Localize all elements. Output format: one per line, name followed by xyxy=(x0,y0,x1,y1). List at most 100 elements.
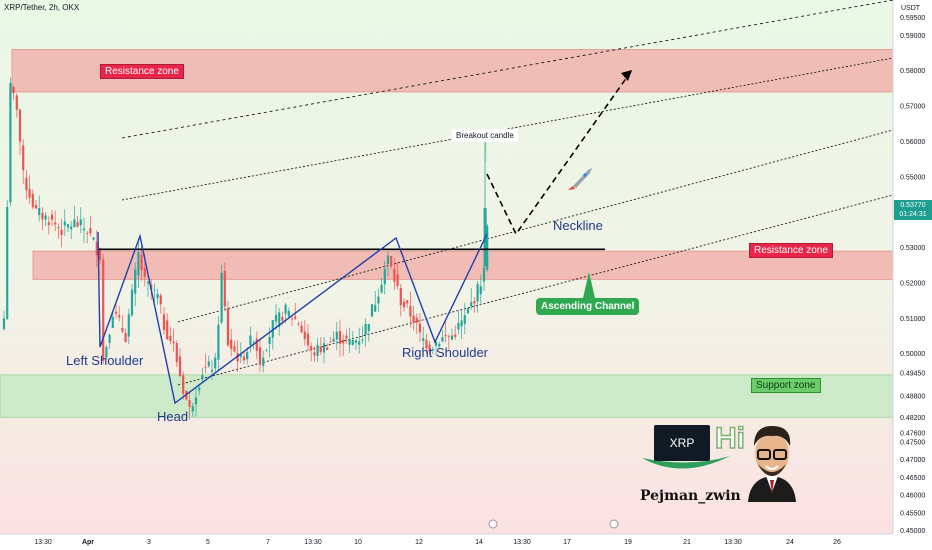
candle-body xyxy=(233,346,236,352)
candle-body xyxy=(15,95,18,110)
candle-body xyxy=(9,83,12,203)
y-tick-label: 0.59000 xyxy=(900,33,925,40)
candle-body xyxy=(300,325,303,333)
candle-body xyxy=(82,228,86,231)
candle-body xyxy=(265,350,268,351)
candle-body xyxy=(409,305,412,317)
candle-body xyxy=(434,342,438,346)
avatar xyxy=(748,426,796,502)
candle-body xyxy=(210,370,214,372)
candle-body xyxy=(444,335,447,337)
rocket-window xyxy=(583,173,587,177)
candle-body xyxy=(479,286,482,295)
candle-body xyxy=(130,289,134,316)
resistance-zone-label-upper: Resistance zone xyxy=(100,64,184,79)
candle-body xyxy=(460,320,463,327)
candle-body xyxy=(358,341,361,345)
neckline-label: Neckline xyxy=(553,218,603,233)
candle-body xyxy=(406,300,409,304)
candle-body xyxy=(175,343,178,363)
y-tick-label: 0.47500 xyxy=(900,440,925,447)
candle-body xyxy=(204,367,207,369)
candle-body xyxy=(361,339,364,341)
candle-body xyxy=(294,316,297,319)
event-marker xyxy=(609,519,619,529)
candle-body xyxy=(98,248,102,260)
x-tick-label: 5 xyxy=(206,539,210,546)
candle-body xyxy=(246,351,249,360)
y-tick-label: 0.50000 xyxy=(900,351,925,358)
author-name: Pejman_zwin xyxy=(640,488,741,504)
candle-body xyxy=(281,316,284,321)
candle-body xyxy=(374,305,377,312)
x-tick-label: 26 xyxy=(833,539,841,546)
ascending-channel-label: Ascending Channel xyxy=(536,298,640,315)
candle-body xyxy=(287,310,290,317)
candle-body xyxy=(402,301,406,308)
chart-title: XRP/Tether, 2h, OKX xyxy=(4,3,80,12)
candle-body xyxy=(178,356,182,377)
candle-body xyxy=(262,357,265,367)
candle-body xyxy=(63,221,66,226)
x-tick-label: 7 xyxy=(266,539,270,546)
candle-body xyxy=(319,347,322,353)
candle-body xyxy=(329,341,332,343)
candle-body xyxy=(44,215,47,220)
candle-body xyxy=(390,255,393,267)
candle-body xyxy=(22,145,25,171)
candle-body xyxy=(102,259,105,361)
xrp-logo: XRP xyxy=(654,425,710,461)
y-tick-label: 0.55000 xyxy=(900,174,925,181)
candle-body xyxy=(89,228,92,234)
candle-body xyxy=(95,241,98,256)
current-price: 0.53770 xyxy=(900,202,926,209)
candle-body xyxy=(370,304,374,317)
candle-body xyxy=(255,338,258,352)
candle-body xyxy=(425,339,428,349)
x-tick-label: 12 xyxy=(415,539,423,546)
candle-body xyxy=(354,340,358,343)
candle-body xyxy=(252,342,255,344)
candle-body xyxy=(380,284,383,293)
candle-body xyxy=(86,233,89,234)
candle-body xyxy=(428,344,431,352)
candle-body xyxy=(310,346,313,351)
candle-body xyxy=(153,289,156,291)
candle-body xyxy=(431,348,434,351)
candle-body xyxy=(383,268,386,285)
projection-arrowhead xyxy=(621,70,632,81)
breakout-candle-label: Breakout candle xyxy=(452,129,518,142)
candle-body xyxy=(473,301,476,304)
y-tick-label: 0.47600 xyxy=(900,431,925,438)
candle-body xyxy=(159,295,162,305)
candle-body xyxy=(25,177,28,191)
candle-body xyxy=(66,224,70,228)
candle-body xyxy=(108,334,111,343)
x-tick-label: 3 xyxy=(147,539,151,546)
x-tick-label: 17 xyxy=(563,539,571,546)
x-tick-label: 14 xyxy=(475,539,483,546)
candle-body xyxy=(367,324,370,332)
candle-body xyxy=(31,194,34,208)
candle-body xyxy=(114,311,118,314)
candle-body xyxy=(486,226,489,270)
x-tick-label: Apr xyxy=(82,539,94,546)
resistance-zone-label-lower: Resistance zone xyxy=(749,243,833,258)
candle-body xyxy=(418,323,422,333)
x-tick-label: 19 xyxy=(624,539,632,546)
x-tick-label: 13:30 xyxy=(304,539,322,546)
candle-body xyxy=(438,344,441,347)
unit-label: USDT xyxy=(901,5,921,12)
right-shoulder-label: Right Shoulder xyxy=(402,345,488,360)
candle-body xyxy=(271,320,274,338)
candle-body xyxy=(76,221,79,227)
head-shoulders-pattern xyxy=(97,231,488,405)
candle-body xyxy=(220,272,223,323)
price-axis xyxy=(893,0,932,550)
candle-body xyxy=(316,344,319,357)
candle-body xyxy=(351,339,354,345)
candle-body xyxy=(38,207,41,215)
candle-body xyxy=(393,268,396,282)
candle-body xyxy=(313,352,316,356)
left-shoulder-label: Left Shoulder xyxy=(66,353,144,368)
